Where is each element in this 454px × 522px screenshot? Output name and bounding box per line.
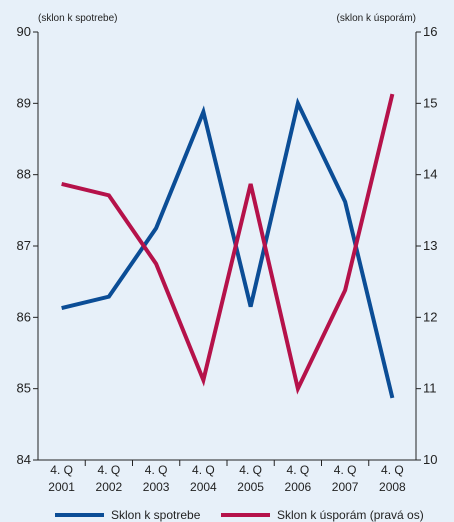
left-tick-label: 89 xyxy=(17,95,31,110)
right-tick-label: 16 xyxy=(423,24,437,39)
left-tick-label: 84 xyxy=(17,452,31,467)
right-tick-label: 14 xyxy=(423,167,437,182)
x-tick-label-year: 2004 xyxy=(190,480,217,494)
left-tick-label: 87 xyxy=(17,238,31,253)
axes: 84 85 86 87 88 89 90 10 11 12 13 14 15 16 4. Q 2001 4. Q… xyxy=(17,24,438,494)
right-tick-label: 12 xyxy=(423,309,437,324)
x-tick-label-year: 2005 xyxy=(237,480,264,494)
left-tick-label: 88 xyxy=(17,167,31,182)
legend-label-sklon-k-usporam: Sklon k úsporám (pravá os) xyxy=(277,508,424,522)
x-tick-label-quarter: 4. Q xyxy=(381,463,404,477)
series-group xyxy=(61,93,395,399)
left-tick-label: 90 xyxy=(17,24,31,39)
right-tick-label: 11 xyxy=(423,381,437,396)
right-tick-label: 13 xyxy=(423,238,437,253)
legend-label-sklon-k-spotrebe: Sklon k spotrebe xyxy=(111,508,201,522)
legend: Sklon k spotrebe Sklon k úsporám (pravá … xyxy=(55,508,424,522)
series-line-sklon-k-usporam xyxy=(61,93,395,395)
left-axis-label: (sklon k spotrebe) xyxy=(38,13,117,24)
right-tick-label: 10 xyxy=(423,452,437,467)
x-tick-label-quarter: 4. Q xyxy=(287,463,310,477)
x-tick-label-year: 2006 xyxy=(285,480,312,494)
series-line-sklon-k-spotrebe xyxy=(61,97,395,399)
x-tick-label-quarter: 4. Q xyxy=(50,463,73,477)
x-tick-label-year: 2003 xyxy=(143,480,170,494)
right-axis-label: (sklon k úsporám) xyxy=(337,13,416,24)
left-tick-label: 86 xyxy=(17,309,31,324)
x-tick-label-quarter: 4. Q xyxy=(239,463,262,477)
right-tick-label: 15 xyxy=(423,95,437,110)
x-tick-label-year: 2007 xyxy=(332,480,359,494)
x-tick-label-quarter: 4. Q xyxy=(334,463,357,477)
x-tick-label-quarter: 4. Q xyxy=(98,463,121,477)
x-tick-label-quarter: 4. Q xyxy=(145,463,168,477)
x-tick-label-year: 2008 xyxy=(379,480,406,494)
left-tick-label: 85 xyxy=(17,381,31,396)
x-tick-label-year: 2001 xyxy=(48,480,75,494)
x-tick-label-year: 2002 xyxy=(96,480,123,494)
x-tick-label-quarter: 4. Q xyxy=(192,463,215,477)
